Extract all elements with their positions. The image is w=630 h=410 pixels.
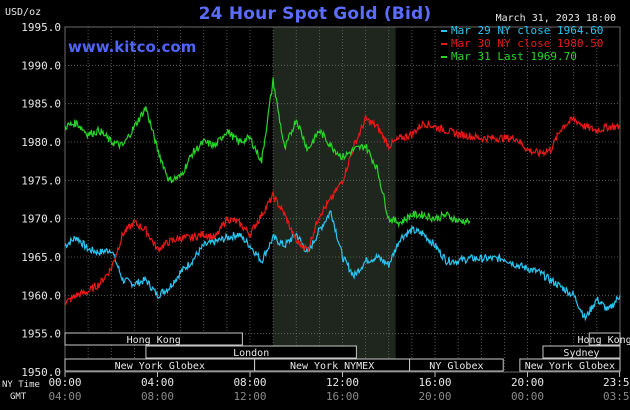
- nymex-highlight-band: [273, 27, 396, 372]
- session-label: New York Globex: [115, 361, 205, 372]
- x-tick-label-ny: 20:00: [511, 376, 544, 389]
- y-tick-label: 1980.0: [21, 136, 61, 149]
- y-tick-label: 1985.0: [21, 98, 61, 111]
- x-tick-label-gmt: 00:00: [511, 390, 544, 403]
- price-series: [64, 77, 621, 322]
- x-tick-label-ny: 23:59: [603, 376, 630, 389]
- x-tick-label-ny: 04:00: [141, 376, 174, 389]
- session-box: [64, 332, 243, 346]
- session-label: New York NYMEX: [290, 361, 374, 372]
- y-tick-label: 1965.0: [21, 251, 61, 264]
- chart-title: 24 Hour Spot Gold (Bid): [198, 4, 432, 24]
- x-tick-label-gmt: 20:00: [418, 390, 451, 403]
- y-axis-ticks: 1950.0 1955.0 1960.0 1965.0 1970.0 1975.0 1980…: [21, 21, 61, 379]
- session-label: Sydney: [563, 348, 599, 359]
- session-label: Hong Kong: [127, 335, 181, 346]
- session-label: New York Globex: [525, 361, 615, 372]
- legend-entry: Mar 31 Last 1969.70: [451, 50, 577, 63]
- y-tick-label: 1975.0: [21, 174, 61, 187]
- session-label: Hong Kong: [578, 335, 630, 346]
- x-tick-label-ny: 12:00: [326, 376, 359, 389]
- x-row-label-gmt: GMT: [10, 392, 27, 402]
- session-box: [542, 345, 621, 359]
- y-tick-label: 1950.0: [21, 366, 61, 379]
- unit-label: USD/oz: [5, 7, 42, 18]
- session-box: [145, 345, 357, 359]
- x-tick-label-gmt: 08:00: [141, 390, 174, 403]
- y-tick-label: 1990.0: [21, 59, 61, 72]
- chart-date: March 31, 2023 18:00: [495, 13, 616, 24]
- series-line-2: [64, 114, 621, 307]
- session-box: [519, 358, 621, 372]
- x-tick-label-ny: 16:00: [418, 376, 451, 389]
- x-axis-ticks: NY TimeGMT00:0004:0004:0008:0008:0012:00…: [2, 372, 630, 403]
- x-row-label-ny: NY Time: [2, 380, 40, 390]
- y-tick-label: 1970.0: [21, 213, 61, 226]
- y-tick-label: 1995.0: [21, 21, 61, 34]
- y-tick-label: 1955.0: [21, 328, 61, 341]
- x-tick-label-gmt: 16:00: [326, 390, 359, 403]
- x-tick-label-ny: 08:00: [233, 376, 266, 389]
- x-tick-label-ny: 00:00: [48, 376, 81, 389]
- market-sessions: Hong Kong London New York Globex New York N…: [64, 332, 630, 372]
- y-tick-label: 1960.0: [21, 289, 61, 302]
- series-line-3: [64, 77, 471, 229]
- session-box: [588, 332, 621, 346]
- legend-entry: Mar 30 NY close 1980.50: [451, 37, 603, 50]
- highlight-band: [273, 27, 396, 372]
- site-watermark: www.kitco.com: [68, 38, 197, 56]
- x-tick-label-gmt: 03:59: [603, 390, 630, 403]
- session-label: NY Globex: [429, 361, 483, 372]
- session-label: London: [233, 348, 269, 359]
- series-line-1: [64, 210, 621, 322]
- x-tick-label-gmt: 04:00: [48, 390, 81, 403]
- x-tick-label-gmt: 12:00: [233, 390, 266, 403]
- legend-entry: Mar 29 NY close 1964.60: [451, 24, 603, 37]
- session-box: [409, 358, 504, 372]
